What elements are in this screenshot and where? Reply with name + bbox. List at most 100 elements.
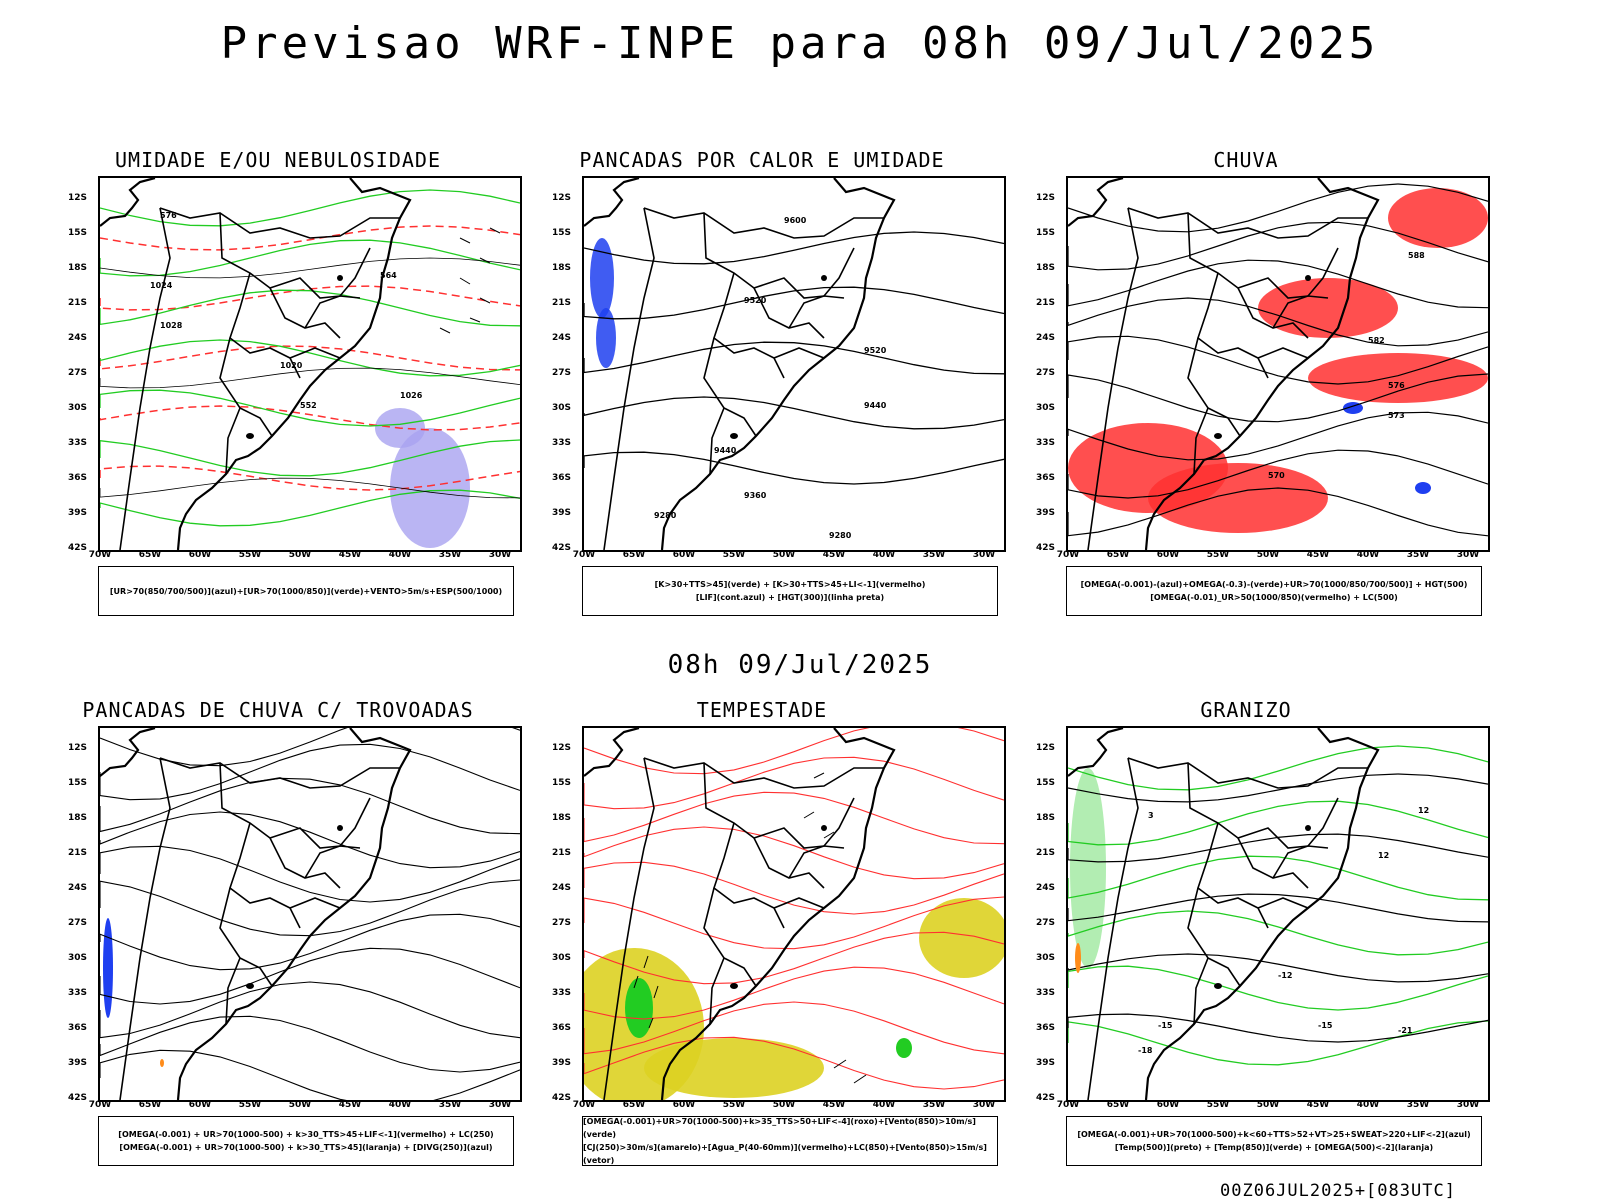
panel-title: PANCADAS DE CHUVA C/ TROVOADAS: [82, 698, 474, 722]
contour-line: [584, 756, 1004, 810]
state-border: [289, 897, 341, 909]
map-canvas: 582 576 573 570 588: [1068, 178, 1488, 550]
lake: [730, 983, 738, 989]
lat-tick-label: 33S: [552, 988, 572, 998]
lon-tick-label: 60W: [188, 550, 212, 560]
legend-line-1: [OMEGA(-0.001)+UR>70(1000-500)+k<60+TTS>…: [1077, 1130, 1471, 1139]
lon-tick-label: 50W: [288, 550, 312, 560]
contour-line: [584, 341, 1004, 375]
state-border: [219, 887, 273, 987]
contour-line: [1068, 183, 1488, 233]
panel-pancadas: PANCADAS POR CALOR E UMIDADE 9600 9520 952…: [512, 148, 1012, 638]
wind-vector: [479, 297, 491, 304]
lon-tick-label: 70W: [572, 550, 596, 560]
map-canvas: 1024 1028 552 564 576 1026 1020: [100, 178, 520, 550]
contour-line: [584, 231, 1004, 265]
contour-label: 573: [1388, 411, 1405, 420]
lon-tick-label: 70W: [88, 1100, 112, 1110]
lon-tick-label: 60W: [1156, 1100, 1180, 1110]
lat-tick-label: 39S: [1036, 508, 1056, 518]
lat-tick-label: 21S: [68, 298, 88, 308]
lon-tick-label: 45W: [822, 1100, 846, 1110]
contour-line: [1068, 953, 1488, 983]
state-border: [709, 957, 725, 1025]
lon-tick-label: 60W: [1156, 550, 1180, 560]
lat-tick-label: 12S: [68, 193, 88, 203]
state-border: [269, 837, 341, 889]
lat-tick-label: 30S: [1036, 953, 1056, 963]
contour-label: 552: [300, 401, 317, 410]
legend-box: [OMEGA(-0.001)-(azul)+OMEGA(-0.3)-(verde…: [1066, 566, 1482, 616]
lat-tick-label: 30S: [1036, 403, 1056, 413]
map-canvas: [100, 728, 520, 1100]
lat-tick-label: 42S: [552, 543, 572, 553]
contour-label: 9280: [654, 511, 677, 520]
contour-line: [100, 225, 520, 251]
lat-tick-label: 27S: [68, 368, 88, 378]
lon-tick-label: 65W: [622, 550, 646, 560]
main-title: Previsao WRF-INPE para 08h 09/Jul/2025: [220, 18, 1380, 69]
map-frame: 582 576 573 570 588: [1066, 176, 1490, 552]
forecast-time: 08h 09/Jul/2025: [667, 650, 933, 680]
lon-tick-label: 60W: [188, 1100, 212, 1110]
state-border: [304, 797, 371, 879]
lat-tick-label: 33S: [68, 438, 88, 448]
lat-tick-label: 27S: [1036, 918, 1056, 928]
state-border: [773, 347, 825, 359]
contour-line: [100, 947, 520, 1005]
state-border: [225, 407, 241, 475]
contour-label: 9440: [864, 401, 887, 410]
contour-line: [100, 465, 520, 491]
lon-tick-label: 60W: [672, 550, 696, 560]
lon-tick-label: 65W: [138, 1100, 162, 1110]
contour-line: [1068, 833, 1488, 863]
lake: [1305, 275, 1311, 281]
lon-tick-label: 70W: [1056, 1100, 1080, 1110]
lon-tick-label: 45W: [822, 550, 846, 560]
state-border: [1127, 207, 1368, 239]
lat-tick-label: 12S: [552, 193, 572, 203]
wind-vector: [833, 1059, 847, 1069]
contour-line: [584, 826, 1004, 880]
lon-tick-label: 45W: [1306, 550, 1330, 560]
state-border: [713, 272, 785, 379]
coastline: [100, 178, 412, 550]
contour-label: 9360: [744, 491, 767, 500]
contour-line: [100, 367, 520, 389]
state-border: [1193, 407, 1209, 475]
state-border: [773, 897, 825, 909]
lake: [1305, 825, 1311, 831]
legend-line-1: [OMEGA(-0.001)+UR>70(1000-500)+k>35_TTS>…: [583, 1117, 976, 1139]
contour-line: [584, 728, 1004, 775]
shaded-area: [103, 918, 113, 1018]
shaded-area: [919, 898, 1004, 978]
contour-line: [100, 913, 520, 971]
contour-line: [100, 285, 520, 311]
contour-line: [1068, 449, 1488, 499]
contour-line: [100, 439, 520, 477]
lon-tick-label: 45W: [338, 550, 362, 560]
state-border: [709, 407, 725, 475]
lon-tick-label: 35W: [922, 1100, 946, 1110]
wind-vector: [479, 257, 491, 264]
shaded-area: [1075, 943, 1081, 973]
coastline: [1068, 178, 1380, 550]
contour-line: [1068, 373, 1488, 423]
legend-line-1: [OMEGA(-0.001) + UR>70(1000-500) + k>30_…: [118, 1130, 494, 1139]
lon-tick-label: 35W: [1406, 550, 1430, 560]
lat-tick-label: 15S: [1036, 228, 1056, 238]
state-border: [788, 247, 855, 329]
panel-title: GRANIZO: [1200, 698, 1292, 722]
lake: [246, 983, 254, 989]
lat-tick-label: 12S: [1036, 193, 1056, 203]
contour-label: 9440: [714, 446, 737, 455]
panel-trovoadas: PANCADAS DE CHUVA C/ TROVOADAS 12S 15S 18S…: [28, 698, 528, 1188]
state-border: [1257, 347, 1309, 359]
panel-tempestade: TEMPESTADE 12S 15S 18S 21S 24S 27S 30S 33S 36S 39…: [512, 698, 1012, 1188]
legend-line-1: [UR>70(850/700/500)](azul)+[UR>70(1000/8…: [109, 586, 503, 596]
lon-tick-label: 55W: [238, 1100, 262, 1110]
lon-tick-label: 55W: [238, 550, 262, 560]
contour-line: [100, 1049, 520, 1100]
lon-tick-label: 30W: [488, 1100, 512, 1110]
panel-title: PANCADAS POR CALOR E UMIDADE: [579, 148, 945, 172]
